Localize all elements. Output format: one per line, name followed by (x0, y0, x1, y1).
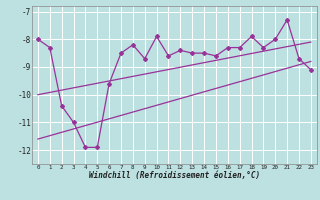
X-axis label: Windchill (Refroidissement éolien,°C): Windchill (Refroidissement éolien,°C) (89, 171, 260, 180)
